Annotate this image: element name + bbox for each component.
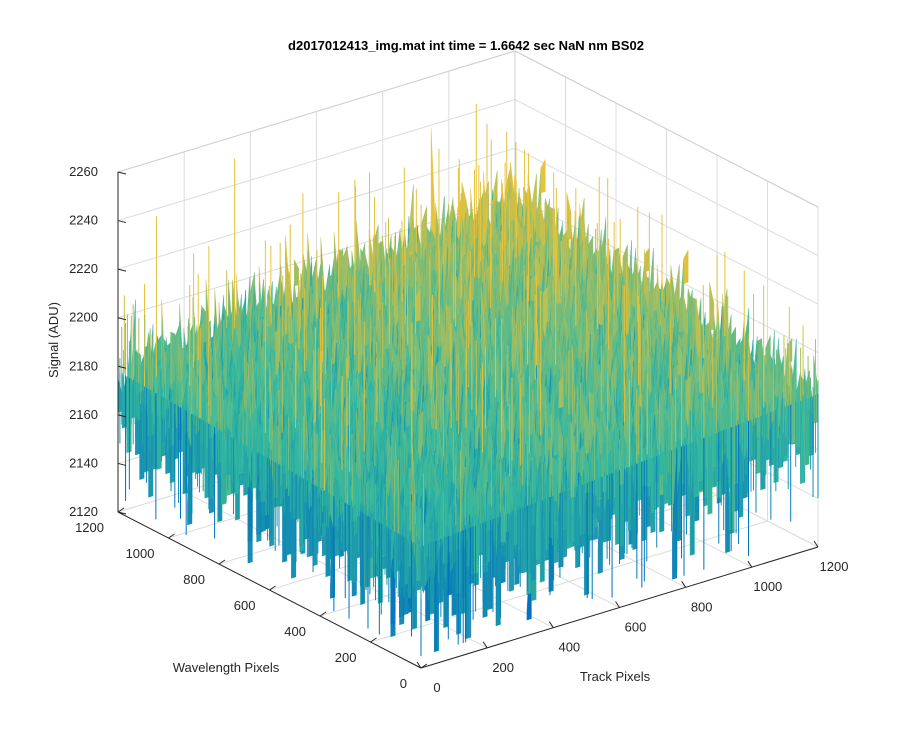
back-wall-grid-line xyxy=(117,99,516,222)
surface-patch xyxy=(530,275,536,302)
surface-patch xyxy=(540,159,546,194)
surface-layer xyxy=(117,104,819,656)
surface-patch xyxy=(212,395,218,435)
back-wall-grid-line xyxy=(117,147,516,270)
side-wall-grid-line xyxy=(514,196,819,354)
surface-patch xyxy=(273,424,279,499)
surface-patch xyxy=(535,221,541,243)
surface-patch xyxy=(342,254,348,274)
surface-patch xyxy=(709,282,715,331)
box-edge xyxy=(514,50,819,208)
side-wall-grid-line xyxy=(514,99,819,257)
side-wall-grid-line xyxy=(514,147,819,305)
surface-patch xyxy=(683,249,689,284)
box-edge xyxy=(117,50,516,173)
surface-patch xyxy=(678,311,684,333)
surface-patch xyxy=(247,487,253,542)
